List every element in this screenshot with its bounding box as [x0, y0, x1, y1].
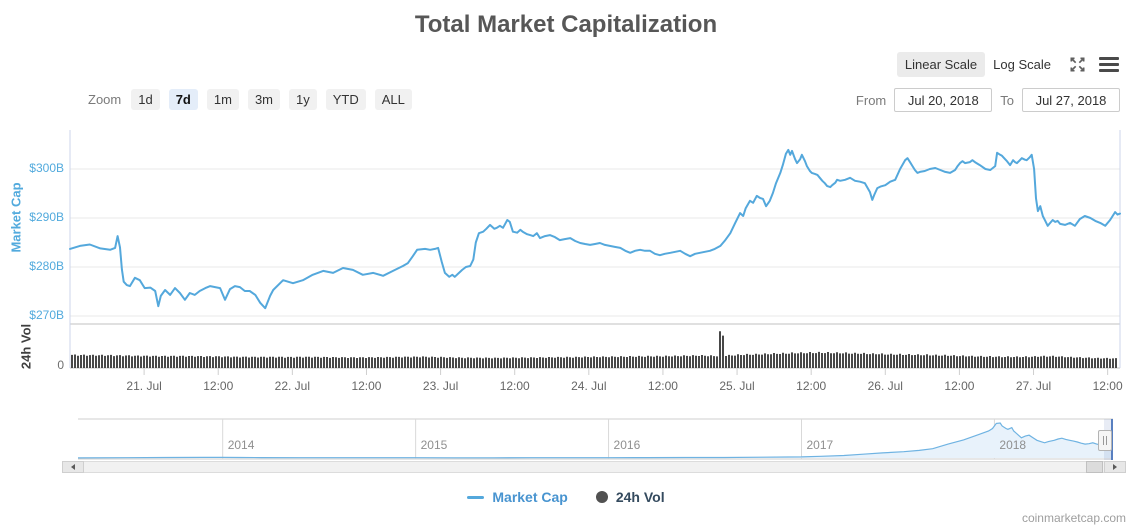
marketcap-axis-title: Market Cap — [8, 182, 24, 253]
zoom-button-7d[interactable]: 7d — [168, 89, 198, 110]
from-date-input[interactable] — [894, 88, 993, 112]
zoom-button-3m[interactable]: 3m — [247, 89, 280, 110]
to-label: To — [1000, 92, 1014, 108]
legend-marketcap-label: Market Cap — [492, 489, 568, 505]
zoom-button-all[interactable]: ALL — [374, 89, 412, 110]
volume-zero-label: 0 — [57, 358, 64, 372]
to-date-input[interactable] — [1022, 88, 1120, 112]
zoom-label: Zoom — [88, 92, 122, 107]
scrollbar-right-arrow-icon[interactable] — [1104, 461, 1126, 473]
navigator-line — [77, 422, 1113, 459]
legend-item-marketcap[interactable]: Market Cap — [467, 489, 568, 505]
scale-toggle: Linear Scale Log Scale — [896, 52, 1119, 77]
date-range-controls: From To — [856, 88, 1120, 112]
zoom-button-1y[interactable]: 1y — [289, 89, 317, 110]
marketcap-line-marker-icon — [467, 495, 485, 499]
navigator-scrollbar-thumb[interactable] — [1086, 461, 1103, 473]
legend-volume-label: 24h Vol — [615, 489, 665, 505]
zoom-controls: Zoom 1d 7d 1m 3m 1y YTD ALL — [88, 89, 412, 110]
zoom-button-ytd[interactable]: YTD — [325, 89, 366, 110]
log-scale-button[interactable]: Log Scale — [993, 57, 1051, 72]
page-title: Total Market Capitalization — [414, 11, 718, 38]
navigator-area — [78, 423, 1113, 458]
scrollbar-left-arrow-icon[interactable] — [62, 461, 84, 473]
zoom-button-1m[interactable]: 1m — [206, 89, 239, 110]
volume-bars — [71, 331, 1117, 368]
watermark: coinmarketcap.com — [1021, 511, 1126, 525]
chart-legend: Market Cap 24h Vol — [0, 489, 1132, 505]
navigator-handle[interactable] — [1098, 430, 1112, 451]
volume-axis-title: 24h Vol — [18, 323, 34, 370]
volume-dot-marker-icon — [595, 491, 608, 503]
navigator-scrollbar-track[interactable] — [62, 461, 1126, 473]
linear-scale-button[interactable]: Linear Scale — [896, 52, 986, 77]
chart-menu-icon[interactable] — [1099, 57, 1119, 72]
marketcap-line — [69, 148, 1121, 310]
fullscreen-expand-icon[interactable] — [1069, 56, 1086, 73]
from-label: From — [855, 92, 887, 108]
legend-item-volume[interactable]: 24h Vol — [595, 489, 665, 505]
zoom-button-1d[interactable]: 1d — [131, 89, 160, 110]
